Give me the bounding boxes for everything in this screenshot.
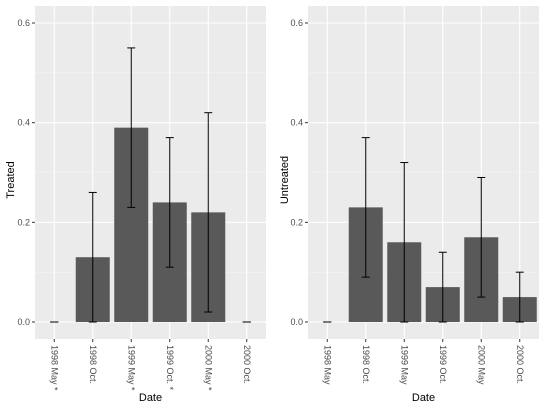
x-tick-label: 1998 Oct. <box>88 345 98 384</box>
y-axis-title: Treated <box>5 161 17 199</box>
y-tick-label: 0.4 <box>17 118 30 128</box>
x-tick-label: 2000 Oct. <box>515 345 525 384</box>
x-axis-title: Date <box>412 392 435 404</box>
x-tick-label: 2000 May * <box>203 345 213 391</box>
x-tick-label: 1999 Oct. <box>438 345 448 384</box>
y-tick-label: 0.4 <box>290 118 303 128</box>
x-tick-label: 1999 May <box>399 345 409 385</box>
x-tick-label: 2000 Oct. <box>242 345 252 384</box>
panel-treated: 0.0 0.2 0.4 0.6 1998 May * 1998 Oct. 1999 May … <box>5 6 266 404</box>
y-axis-title: Untreated <box>279 156 291 204</box>
y-tick-label: 0.2 <box>290 217 303 227</box>
y-tick-label: 0.0 <box>290 317 303 327</box>
x-tick-label: 1998 May <box>322 345 332 385</box>
x-tick-label: 1998 Oct. <box>361 345 371 384</box>
x-tick-label: 1999 May * <box>126 345 136 391</box>
x-tick-label: 1998 May * <box>49 345 59 391</box>
y-tick-label: 0.0 <box>17 317 30 327</box>
y-tick-label: 0.6 <box>290 18 303 28</box>
x-tick-label: 2000 May <box>476 345 486 385</box>
x-tick-label: 1999 Oct. * <box>165 345 175 391</box>
x-axis-title: Date <box>139 392 162 404</box>
y-tick-label: 0.6 <box>17 18 30 28</box>
panel-untreated: 0.0 0.2 0.4 0.6 1998 May 1998 Oct. 1999 May 199… <box>279 6 539 404</box>
y-tick-label: 0.2 <box>17 217 30 227</box>
